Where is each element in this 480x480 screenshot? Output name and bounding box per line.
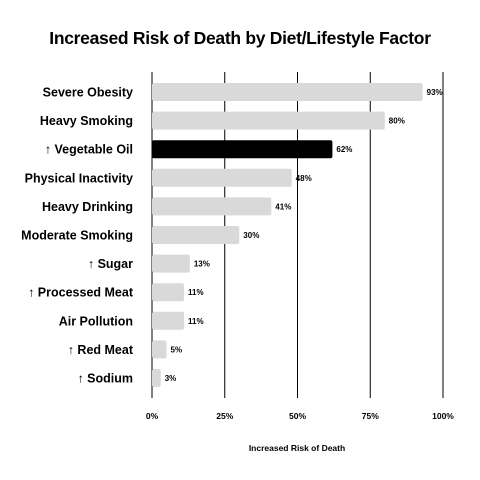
category-label-sugar: ↑ Sugar [88,257,133,271]
x-tick-label-75: 75% [362,411,379,421]
category-label-heavy-drinking: Heavy Drinking [42,200,133,214]
value-label-severe-obesity: 93% [427,88,443,97]
x-tick-label-100: 100% [432,411,454,421]
value-label-heavy-smoking: 80% [389,117,405,126]
value-label-vegetable-oil: 62% [336,145,352,154]
value-label-sodium: 3% [165,374,177,383]
value-labels: 93% 80% 62% 48% 41% 30% 13% 11% 11% 5% 3% [165,88,443,383]
value-label-red-meat: 5% [171,345,183,354]
value-label-physical-inactivity: 48% [296,174,312,183]
bar-physical-inactivity [152,168,292,187]
bar-processed-meat [152,283,185,302]
x-tick-label-0: 0% [146,411,159,421]
category-label-vegetable-oil: ↑ Vegetable Oil [45,143,133,157]
value-label-processed-meat: 11% [188,288,204,297]
bar-severe-obesity [152,83,423,101]
x-tick-label-25: 25% [216,411,233,421]
category-label-moderate-smoking: Moderate Smoking [21,229,133,243]
bar-vegetable-oil [152,140,333,159]
category-labels: Severe Obesity Heavy Smoking ↑ Vegetable O… [21,86,134,386]
category-label-air-pollution: Air Pollution [59,314,133,328]
category-label-processed-meat: ↑ Processed Meat [28,286,134,300]
bar-red-meat [152,340,167,359]
category-label-physical-inactivity: Physical Inactivity [25,171,133,185]
category-label-red-meat: ↑ Red Meat [68,343,134,357]
value-label-air-pollution: 11% [188,317,204,326]
value-label-sugar: 13% [194,260,210,269]
category-label-heavy-smoking: Heavy Smoking [40,114,133,128]
category-label-sodium: ↑ Sodium [77,372,133,386]
bar-moderate-smoking [152,226,240,244]
bar-heavy-drinking [152,197,272,216]
bar-sugar [152,254,190,273]
bar-air-pollution [152,311,185,330]
x-tick-label-50: 50% [289,411,306,421]
value-label-heavy-drinking: 41% [275,202,291,211]
x-axis-title: Increased Risk of Death [249,443,345,453]
bar-sodium [152,369,161,387]
value-label-moderate-smoking: 30% [243,231,259,240]
category-label-severe-obesity: Severe Obesity [43,86,133,100]
chart-title: Increased Risk of Death by Diet/Lifestyl… [49,28,431,48]
x-tick-labels: 0% 25% 50% 75% 100% [146,411,454,421]
bar-heavy-smoking [152,111,385,130]
bars [152,83,423,387]
